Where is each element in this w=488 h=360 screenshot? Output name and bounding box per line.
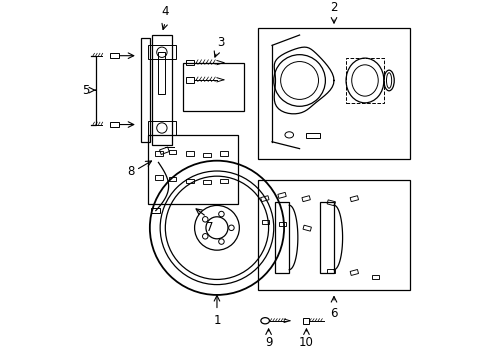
Bar [349,196,358,202]
Text: 9: 9 [264,336,272,349]
Bar [168,150,176,154]
Text: 6: 6 [329,307,337,320]
Text: 1: 1 [213,314,220,327]
Bar [159,147,169,154]
Bar [185,77,193,82]
Bar [220,152,227,156]
Bar [155,152,162,156]
Bar [258,180,409,290]
Bar [110,122,119,127]
Bar [303,198,310,202]
Bar [278,194,287,200]
Bar [148,121,175,135]
Bar [346,58,383,103]
Bar [261,198,269,202]
Text: 10: 10 [298,336,313,349]
Text: 7: 7 [206,221,213,234]
Text: 8: 8 [127,165,134,177]
Bar [141,39,149,142]
Bar [326,269,335,275]
Bar [155,175,162,180]
Bar [168,177,176,181]
Bar [306,133,320,138]
Bar [320,202,333,273]
Text: 2: 2 [329,1,337,14]
Bar [277,220,285,226]
Bar [261,220,269,226]
Bar [148,45,175,59]
Bar [148,135,237,204]
Bar [349,270,358,275]
Bar [185,60,193,65]
Bar [326,200,335,206]
Text: 5: 5 [82,84,90,96]
Bar [303,225,311,231]
Bar [203,180,210,184]
Bar [151,35,172,145]
Text: 4: 4 [161,5,169,18]
Bar [220,179,227,183]
Bar [303,318,308,324]
Text: 3: 3 [216,36,224,49]
Bar [203,153,210,157]
Bar [182,63,244,111]
Bar [158,52,165,94]
Bar [185,152,193,156]
Bar [275,202,289,273]
Bar [258,28,409,159]
Bar [370,273,378,279]
Bar [110,53,119,58]
Bar [185,179,193,183]
Bar [150,208,160,213]
